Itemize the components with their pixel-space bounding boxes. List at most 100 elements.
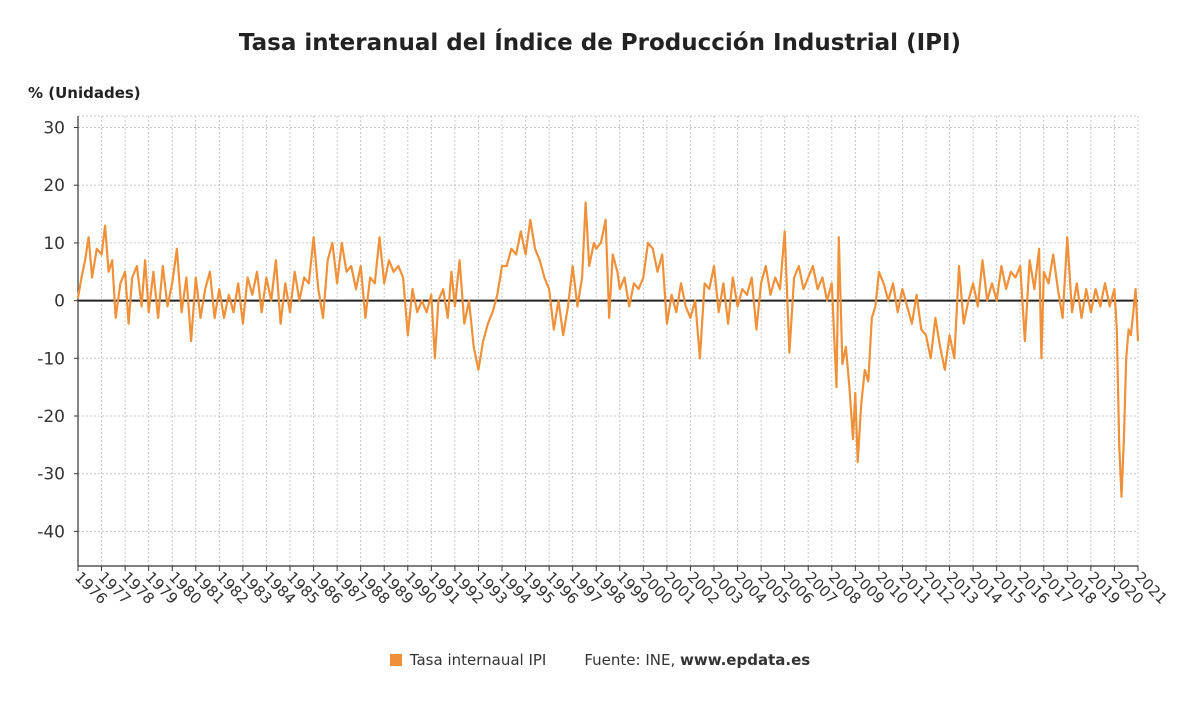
data-point xyxy=(817,288,819,290)
y-tick-labels: 30 20 10 0 -10 -20 -30 -40 xyxy=(37,119,65,543)
data-point xyxy=(835,386,838,388)
data-point xyxy=(854,392,856,394)
data-point xyxy=(1043,271,1045,273)
data-point xyxy=(680,282,682,284)
series-line xyxy=(76,201,1140,498)
data-point xyxy=(454,305,456,307)
series-layer xyxy=(76,201,1140,498)
data-point xyxy=(897,311,899,313)
data-point xyxy=(256,271,258,273)
data-point xyxy=(393,271,395,273)
data-point xyxy=(232,311,235,313)
data-point xyxy=(190,340,192,342)
y-tick-label: -40 xyxy=(37,522,65,542)
data-point xyxy=(600,242,602,244)
data-point xyxy=(765,265,767,267)
data-point xyxy=(450,271,452,273)
data-point xyxy=(867,380,869,382)
data-point xyxy=(1135,288,1137,290)
data-point xyxy=(308,282,310,284)
data-point xyxy=(369,276,371,279)
data-point xyxy=(751,276,753,279)
data-point xyxy=(901,288,904,290)
data-point xyxy=(1038,248,1040,250)
data-point xyxy=(1047,282,1050,284)
data-point xyxy=(967,300,970,302)
data-point xyxy=(883,282,885,284)
data-point xyxy=(421,300,423,302)
data-point xyxy=(996,300,998,302)
data-point xyxy=(327,259,329,261)
data-point xyxy=(671,294,673,296)
data-point xyxy=(848,386,851,388)
data-point xyxy=(1010,271,1012,273)
data-point xyxy=(722,282,725,284)
data-point xyxy=(802,288,805,290)
data-point xyxy=(977,305,979,307)
data-point xyxy=(685,305,687,307)
data-point xyxy=(755,328,758,331)
data-point xyxy=(185,276,187,279)
data-point xyxy=(1071,311,1073,313)
data-point xyxy=(944,369,946,371)
data-point xyxy=(1113,288,1115,290)
data-point xyxy=(214,317,216,319)
data-point xyxy=(553,328,555,331)
data-point xyxy=(930,357,932,359)
data-point xyxy=(355,288,357,290)
data-point xyxy=(364,317,366,319)
y-tick-label: 30 xyxy=(43,119,65,139)
data-point xyxy=(713,265,715,267)
data-point xyxy=(144,259,146,261)
y-axis-unit-label: % (Unidades) xyxy=(28,84,141,102)
data-point xyxy=(845,346,847,348)
data-point xyxy=(920,328,922,331)
data-point xyxy=(1019,265,1021,267)
data-point xyxy=(270,300,272,302)
data-point xyxy=(317,288,319,290)
data-point xyxy=(407,334,409,336)
data-point xyxy=(473,346,475,348)
data-point xyxy=(331,242,333,244)
data-point xyxy=(1033,288,1035,290)
data-point xyxy=(313,236,315,238)
data-point xyxy=(104,225,106,227)
data-point xyxy=(251,294,253,296)
data-point xyxy=(289,311,291,313)
data-point xyxy=(860,403,862,406)
data-point xyxy=(459,259,461,261)
data-point xyxy=(689,317,692,319)
data-point xyxy=(1116,328,1118,331)
data-point xyxy=(228,294,230,296)
data-point xyxy=(642,276,644,279)
data-point xyxy=(906,305,908,307)
data-point xyxy=(402,276,404,279)
y-tick-label: 10 xyxy=(43,234,65,254)
source-prefix: Fuente: INE, xyxy=(584,651,680,669)
data-point xyxy=(442,288,444,290)
data-point xyxy=(841,363,844,365)
data-point xyxy=(874,305,877,307)
data-point xyxy=(152,271,154,273)
data-point xyxy=(383,282,385,284)
data-point xyxy=(1024,340,1026,342)
data-point xyxy=(1104,282,1106,284)
data-point xyxy=(581,276,583,279)
data-point xyxy=(1057,288,1059,290)
data-point xyxy=(265,276,267,279)
data-point xyxy=(487,323,489,325)
data-point xyxy=(437,300,439,302)
data-point xyxy=(510,248,512,250)
data-point xyxy=(218,288,220,290)
data-point xyxy=(608,317,610,319)
data-point xyxy=(378,236,381,238)
data-point xyxy=(294,271,296,273)
data-point xyxy=(557,300,560,302)
data-point xyxy=(1076,282,1078,284)
data-point xyxy=(732,276,734,279)
data-point xyxy=(80,276,83,279)
data-point xyxy=(821,276,824,279)
data-point xyxy=(1090,311,1092,313)
data-point xyxy=(737,305,739,307)
data-point xyxy=(237,282,239,284)
